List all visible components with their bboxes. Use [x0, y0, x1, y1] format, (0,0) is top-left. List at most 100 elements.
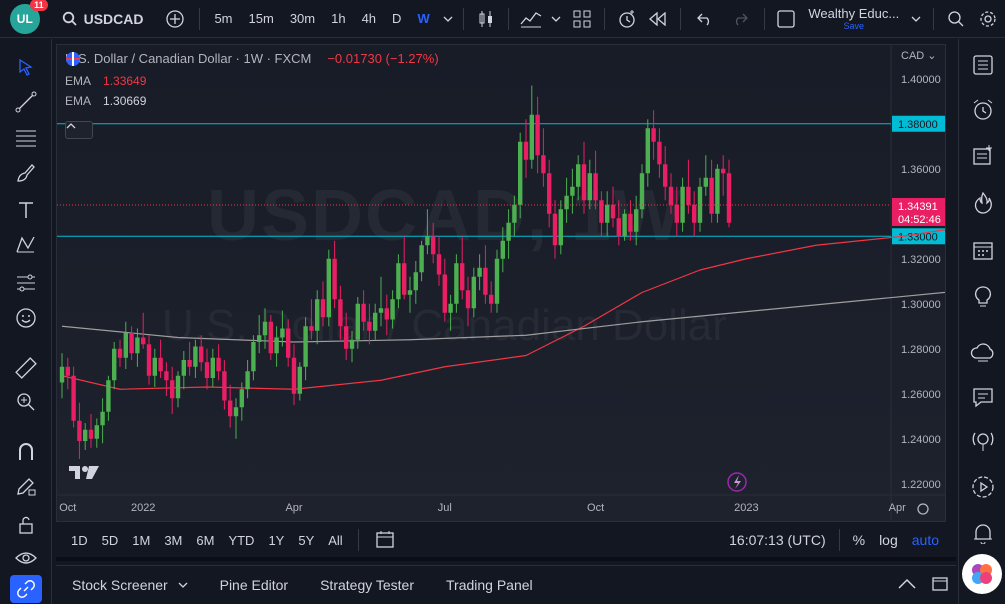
candle-body[interactable] [146, 344, 152, 376]
candle-body[interactable] [233, 407, 239, 417]
candle-body[interactable] [622, 213, 627, 237]
candle-body[interactable] [268, 321, 273, 354]
candle-body[interactable] [634, 209, 639, 232]
range-1d[interactable]: 1D [71, 532, 88, 548]
candle-body[interactable] [320, 299, 326, 318]
candle-body[interactable] [651, 128, 656, 142]
tab-trading-panel[interactable]: Trading Panel [446, 577, 533, 593]
goto-date-button[interactable] [369, 530, 403, 551]
measure-tool[interactable] [10, 352, 42, 384]
interval-4h[interactable]: 4h [361, 11, 377, 26]
candle-body[interactable] [361, 303, 366, 322]
icon-tool[interactable] [10, 302, 42, 334]
candle-body[interactable] [489, 294, 494, 304]
help-button[interactable] [967, 425, 999, 457]
panel-expand-button[interactable] [890, 577, 924, 593]
candle-body[interactable] [210, 357, 215, 378]
candle-body[interactable] [303, 326, 308, 367]
layout-dropdown[interactable] [905, 0, 927, 38]
zoom-tool[interactable] [10, 386, 42, 418]
log-toggle[interactable]: log [879, 532, 898, 548]
candle-body[interactable] [657, 141, 662, 165]
tab-pine-editor[interactable]: Pine Editor [219, 577, 289, 593]
templates-button[interactable] [566, 0, 598, 38]
candle-body[interactable] [460, 263, 465, 291]
ema-fast-row[interactable]: EMA 1.33649 [65, 74, 439, 88]
candle-body[interactable] [680, 186, 685, 223]
candle-body[interactable] [175, 375, 181, 399]
undo-button[interactable] [687, 0, 723, 38]
candle-body[interactable] [587, 173, 592, 201]
stay-drawing-tool[interactable] [10, 470, 42, 502]
candle-body[interactable] [686, 186, 691, 205]
ema-line[interactable] [61, 223, 946, 390]
candle-body[interactable] [164, 371, 169, 381]
trend-line-tool[interactable] [10, 86, 42, 118]
fib-tool[interactable] [10, 122, 42, 154]
interval-dropdown[interactable] [438, 0, 458, 38]
candle-body[interactable] [692, 204, 697, 223]
candle-body[interactable] [123, 333, 128, 358]
candle-body[interactable] [315, 299, 320, 331]
legend-collapse-button[interactable] [65, 121, 93, 139]
lock-drawings-tool[interactable] [10, 509, 42, 541]
range-6m[interactable]: 6M [196, 532, 215, 548]
redo-button[interactable] [722, 0, 758, 38]
range-ytd[interactable]: YTD [228, 532, 255, 548]
data-window-button[interactable] [967, 139, 999, 171]
streams-button[interactable] [967, 337, 999, 369]
candle-body[interactable] [309, 326, 314, 331]
candle-body[interactable] [576, 164, 581, 187]
candle-body[interactable] [152, 357, 157, 376]
candle-body[interactable] [257, 335, 262, 342]
candle-body[interactable] [204, 362, 210, 378]
candle-body[interactable] [251, 342, 256, 372]
candle-body[interactable] [274, 337, 279, 354]
candle-body[interactable] [419, 245, 424, 273]
candle-body[interactable] [413, 272, 418, 291]
candle-body[interactable] [344, 326, 349, 349]
ema-slow-row[interactable]: EMA 1.30669 [65, 94, 439, 108]
candle-body[interactable] [390, 299, 395, 320]
candle-body[interactable] [668, 186, 674, 205]
settings-button[interactable] [971, 0, 1005, 38]
compare-symbol-button[interactable] [165, 0, 185, 38]
candle-body[interactable] [616, 218, 621, 237]
candle-body[interactable] [280, 328, 285, 338]
tab-strategy-tester[interactable]: Strategy Tester [320, 577, 414, 593]
candle-body[interactable] [355, 303, 360, 340]
candle-body[interactable] [500, 240, 505, 259]
candle-body[interactable] [326, 258, 331, 318]
replay-trading-button[interactable] [967, 471, 999, 503]
candle-body[interactable] [605, 204, 610, 223]
symbol-search-button[interactable]: USDCAD [62, 0, 143, 38]
candle-body[interactable] [71, 375, 76, 421]
hide-drawings-tool[interactable] [10, 542, 42, 574]
ema-line[interactable] [61, 288, 946, 343]
candle-body[interactable] [373, 312, 378, 331]
candle-body[interactable] [483, 267, 488, 295]
magnet-tool[interactable] [10, 436, 42, 468]
candle-body[interactable] [77, 420, 82, 441]
candle-body[interactable] [396, 263, 401, 300]
candle-body[interactable] [286, 328, 291, 358]
candle-body[interactable] [599, 200, 604, 223]
pattern-tool[interactable] [10, 229, 42, 261]
panel-maximize-button[interactable] [924, 576, 956, 594]
candle-body[interactable] [407, 290, 413, 295]
candle-body[interactable] [726, 173, 732, 223]
watchlist-button[interactable] [967, 49, 999, 81]
range-5y[interactable]: 5Y [298, 532, 315, 548]
interval-30m[interactable]: 30m [289, 11, 316, 26]
candle-body[interactable] [425, 236, 430, 246]
hotlists-button[interactable] [967, 187, 999, 219]
candle-body[interactable] [332, 258, 337, 300]
candle-body[interactable] [721, 168, 726, 174]
range-5d[interactable]: 5D [101, 532, 119, 548]
link-tool[interactable] [10, 575, 42, 603]
candle-body[interactable] [228, 400, 233, 417]
user-avatar[interactable]: UL 11 [10, 0, 48, 34]
prediction-tool[interactable] [10, 267, 42, 299]
candle-body[interactable] [402, 263, 407, 295]
indicators-dropdown[interactable] [547, 0, 567, 38]
